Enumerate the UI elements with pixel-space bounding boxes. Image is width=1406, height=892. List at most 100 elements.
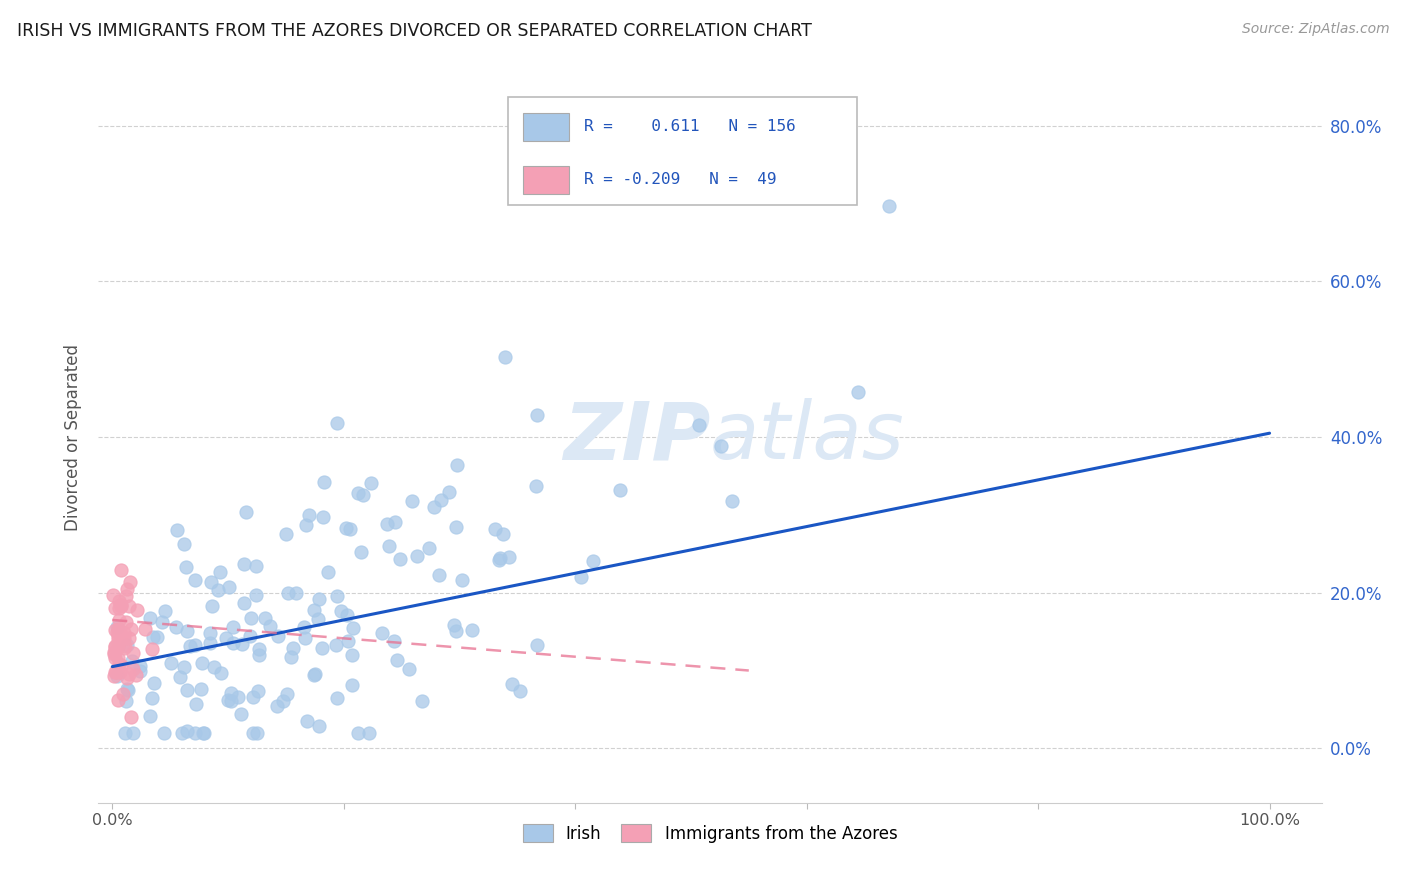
Point [352, 488, 374, 502]
Point [104, 639, 127, 653]
Point [382, 634, 405, 648]
Point [509, 684, 531, 698]
Point [114, 589, 136, 603]
Point [375, 516, 398, 531]
Text: R =    0.611   N = 156: R = 0.611 N = 156 [583, 120, 796, 135]
Point [121, 654, 143, 668]
Point [226, 690, 249, 704]
Point [266, 629, 288, 643]
Point [111, 688, 134, 702]
Point [174, 560, 197, 574]
Point [222, 636, 245, 650]
Point [125, 603, 148, 617]
Point [112, 641, 135, 656]
Point [292, 620, 315, 634]
Point [104, 651, 127, 665]
Point [418, 541, 440, 555]
Text: atlas: atlas [710, 398, 905, 476]
Point [524, 479, 547, 493]
Point [153, 603, 176, 617]
Point [378, 540, 401, 554]
Point [142, 676, 165, 690]
Point [427, 568, 450, 582]
Point [239, 629, 262, 643]
Point [115, 694, 138, 708]
Point [281, 640, 304, 655]
Legend: Irish, Immigrants from the Azores: Irish, Immigrants from the Azores [516, 817, 904, 849]
Point [276, 687, 298, 701]
Point [274, 527, 297, 541]
Point [571, 570, 593, 584]
Point [219, 694, 242, 708]
Point [115, 639, 138, 653]
Point [104, 665, 127, 680]
Point [108, 665, 131, 680]
Point [128, 664, 150, 678]
Point [235, 505, 257, 519]
Point [357, 725, 380, 739]
Point [146, 630, 169, 644]
Point [339, 523, 361, 537]
Point [201, 599, 224, 613]
Point [329, 604, 352, 618]
Point [266, 699, 288, 714]
Point [107, 632, 129, 646]
Point [311, 640, 333, 655]
Point [105, 624, 128, 639]
Point [179, 639, 201, 653]
Point [498, 549, 520, 564]
Point [526, 638, 548, 652]
Point [115, 582, 138, 597]
Point [152, 725, 174, 739]
Point [215, 632, 238, 646]
Point [118, 574, 141, 589]
FancyBboxPatch shape [508, 97, 856, 205]
Point [139, 708, 162, 723]
Point [107, 638, 129, 652]
Point [501, 677, 523, 691]
Point [186, 698, 208, 712]
Point [347, 725, 370, 739]
Point [349, 545, 371, 559]
Point [336, 608, 359, 623]
Point [198, 626, 221, 640]
Point [107, 650, 129, 665]
Point [247, 641, 270, 656]
Point [298, 508, 321, 523]
Point [166, 523, 188, 537]
Point [316, 565, 339, 579]
Point [107, 668, 129, 682]
Point [721, 494, 744, 508]
Point [176, 624, 198, 639]
Point [388, 551, 411, 566]
Point [104, 601, 127, 615]
Point [118, 599, 141, 613]
Point [125, 668, 148, 682]
Point [184, 638, 207, 652]
Point [176, 683, 198, 698]
Point [398, 663, 420, 677]
Point [280, 649, 302, 664]
Point [173, 660, 195, 674]
Point [277, 586, 299, 600]
Point [202, 660, 225, 674]
Point [242, 725, 264, 739]
Point [239, 611, 262, 625]
Point [360, 476, 382, 491]
Point [112, 626, 135, 640]
Point [103, 645, 125, 659]
Point [134, 623, 156, 637]
Point [444, 519, 467, 533]
Point [411, 694, 433, 708]
Point [104, 640, 127, 654]
Point [326, 690, 349, 705]
Point [121, 725, 143, 739]
Point [110, 563, 132, 577]
Point [246, 725, 269, 739]
Point [488, 553, 510, 567]
Point [120, 710, 142, 724]
Point [336, 634, 359, 648]
Point [208, 565, 231, 579]
Point [165, 620, 187, 634]
Point [325, 638, 347, 652]
